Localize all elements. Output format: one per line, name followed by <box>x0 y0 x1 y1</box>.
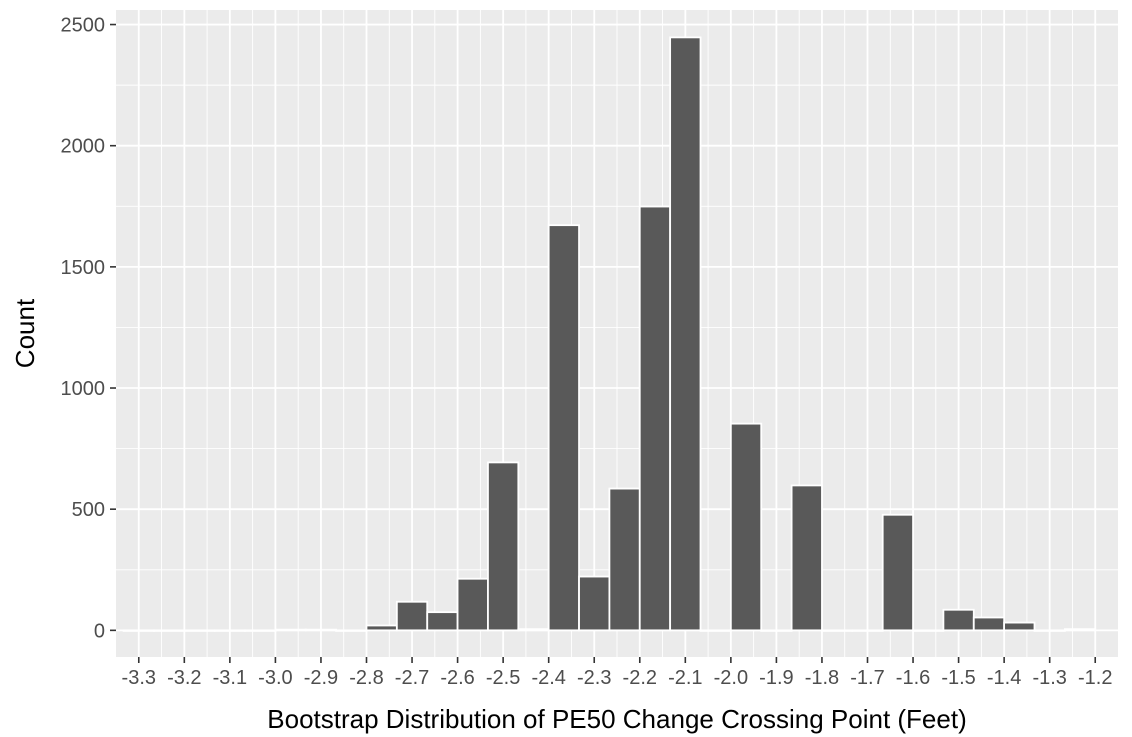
x-tick-label: -1.7 <box>850 667 884 689</box>
histogram-bar <box>487 461 520 632</box>
y-tick-label: 1000 <box>61 378 106 400</box>
histogram-bar <box>153 629 186 632</box>
y-tick-label: 2000 <box>61 136 106 158</box>
histogram-bar <box>578 575 611 632</box>
histogram-bar <box>942 608 975 632</box>
histogram-bar <box>972 616 1006 632</box>
y-tick-label: 1500 <box>61 257 106 279</box>
histogram-bar <box>638 205 672 632</box>
x-axis-title: Bootstrap Distribution of PE50 Change Cr… <box>267 704 966 734</box>
histogram-bar <box>1063 628 1097 632</box>
x-tick-label: -2.7 <box>395 667 429 689</box>
x-tick-label: -1.5 <box>941 667 975 689</box>
histogram-bar <box>790 484 823 632</box>
histogram-bar <box>517 628 550 632</box>
histogram-bar <box>335 629 368 632</box>
histogram-bar <box>426 611 459 632</box>
histogram-bar <box>395 600 429 632</box>
x-tick-label: -3.3 <box>122 667 156 689</box>
histogram-bar <box>1033 629 1066 632</box>
histogram-bar <box>213 629 246 632</box>
histogram-bar <box>821 629 854 632</box>
x-tick-label: -2.9 <box>304 667 338 689</box>
x-tick-label: -2.1 <box>668 667 702 689</box>
histogram-bar <box>729 422 763 632</box>
y-tick-label: 0 <box>94 620 105 642</box>
x-tick-label: -1.9 <box>759 667 793 689</box>
histogram-bar <box>304 628 338 632</box>
histogram-bar <box>1003 621 1036 632</box>
histogram-bar <box>912 629 945 632</box>
histogram-bar <box>547 224 580 632</box>
x-tick-label: -2.8 <box>349 667 383 689</box>
histogram-bar <box>851 629 884 632</box>
x-tick-label: -1.4 <box>987 667 1021 689</box>
y-tick-label: 2500 <box>61 15 106 37</box>
histogram-bar <box>881 513 914 632</box>
x-tick-label: -1.3 <box>1032 667 1066 689</box>
x-tick-label: -3.1 <box>213 667 247 689</box>
x-tick-label: -3.0 <box>258 667 292 689</box>
histogram-bar <box>456 577 489 632</box>
histogram-bar <box>244 629 277 632</box>
histogram-bar <box>274 628 307 632</box>
x-tick-label: -2.2 <box>623 667 657 689</box>
x-tick-label: -2.3 <box>577 667 611 689</box>
y-axis-title: Count <box>10 298 40 368</box>
x-tick-label: -2.5 <box>486 667 520 689</box>
y-tick-label: 500 <box>72 499 105 521</box>
histogram-bar <box>669 36 702 632</box>
histogram-bar <box>608 487 641 632</box>
x-tick-label: -1.2 <box>1078 667 1112 689</box>
histogram-bar <box>760 629 793 632</box>
x-tick-label: -1.8 <box>805 667 839 689</box>
x-tick-label: -2.4 <box>531 667 565 689</box>
x-tick-label: -3.2 <box>167 667 201 689</box>
histogram-bar <box>183 629 216 632</box>
x-tick-label: -2.6 <box>440 667 474 689</box>
x-tick-label: -1.6 <box>896 667 930 689</box>
histogram-bar <box>699 629 732 632</box>
x-tick-label: -2.0 <box>714 667 748 689</box>
histogram-bar <box>122 629 155 632</box>
histogram-bar <box>365 624 398 632</box>
